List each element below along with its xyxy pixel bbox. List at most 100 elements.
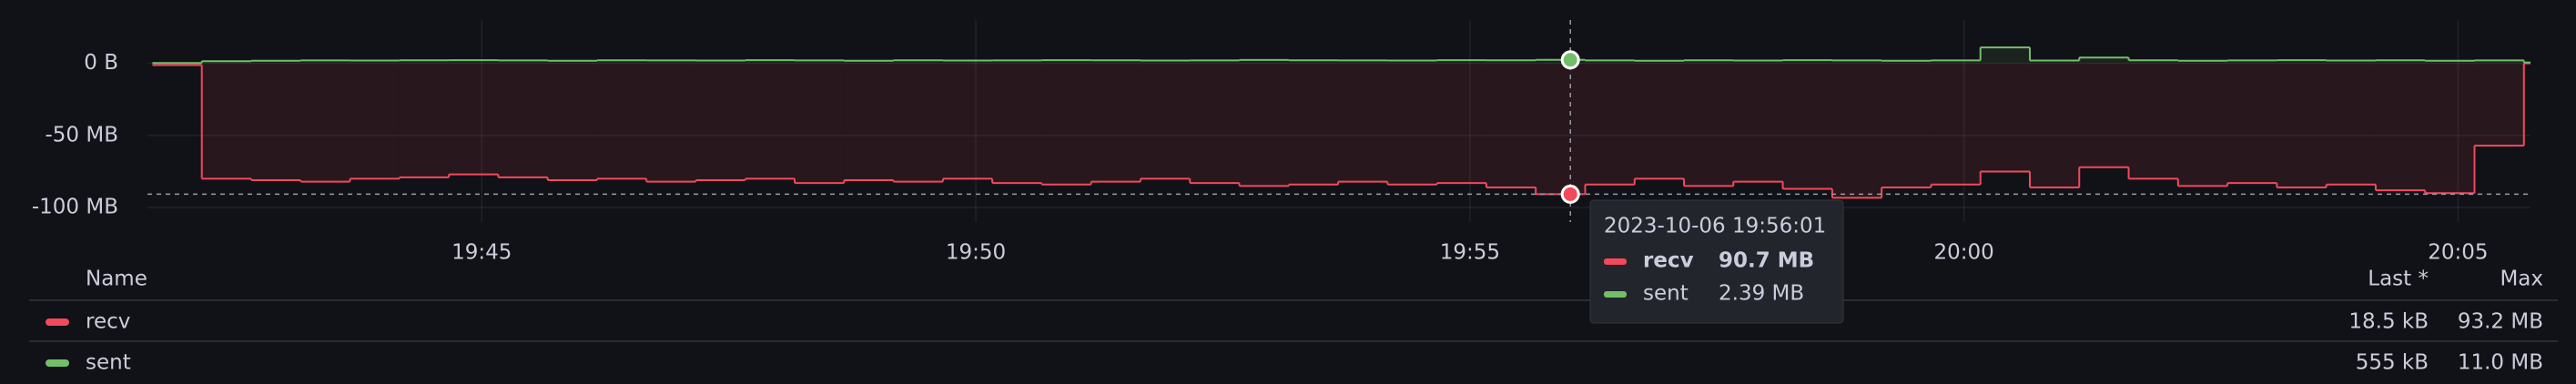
area-step: [942, 60, 993, 64]
area-step: [1881, 63, 1932, 187]
area-step: [1387, 60, 1437, 64]
hover-point: [1560, 184, 1580, 204]
legend-swatch: [46, 359, 69, 367]
area-step: [2128, 63, 2178, 179]
x-tick-label: 19:45: [451, 241, 512, 265]
area-step: [1436, 63, 1486, 184]
area-step: [2227, 63, 2277, 184]
area-step: [547, 63, 597, 181]
area-step: [2277, 60, 2327, 64]
area-step: [844, 60, 894, 64]
area-step: [1782, 63, 1832, 189]
area-step: [695, 60, 745, 64]
area-step: [1931, 63, 1981, 185]
area-step: [745, 63, 796, 179]
area-step: [1190, 63, 1240, 184]
area-step: [449, 63, 499, 175]
area-step: [1486, 60, 1536, 64]
x-tick-label: 20:00: [1933, 241, 1993, 265]
area-step: [992, 63, 1042, 184]
area-step: [2375, 60, 2426, 64]
tooltip-layer: 2023-10-06 19:56:01 recv 90.7 MB sent 2.39 M…: [147, 20, 2530, 324]
area-step: [646, 63, 696, 182]
area-step: [1190, 60, 1240, 64]
area-step: [1634, 63, 1685, 179]
legend: Name Last * Max recv 18.5 kB 93.2 MB sent 555 k…: [29, 268, 2558, 375]
area-step: [201, 63, 251, 179]
area-step: [2177, 63, 2228, 187]
x-tick-label: 19:50: [946, 241, 1006, 265]
legend-header: Name: [86, 268, 147, 291]
area-step: [2326, 60, 2376, 64]
area-step: [350, 60, 400, 64]
area-step: [449, 60, 499, 64]
area-step: [1140, 60, 1191, 64]
legend-max: 93.2 MB: [2458, 310, 2543, 334]
area-step: [399, 63, 450, 177]
area-step: [201, 61, 251, 64]
area-step: [2079, 57, 2129, 64]
area-step: [1831, 60, 1882, 64]
area-step: [1338, 60, 1388, 64]
area-step: [2227, 60, 2277, 64]
area-step: [1041, 60, 1091, 64]
legend-name: recv: [86, 310, 130, 334]
tooltip-value: 2.39 MB: [1719, 282, 1804, 306]
x-tick-label: 19:55: [1440, 241, 1500, 265]
area-step: [2177, 60, 2228, 64]
area-step: [596, 63, 647, 179]
area-step: [596, 60, 647, 64]
area-step: [2029, 60, 2080, 64]
tooltip-name: recv: [1643, 249, 1694, 273]
tooltip-name: sent: [1643, 282, 1689, 306]
area-step: [350, 63, 400, 179]
area-step: [1536, 59, 1586, 64]
area-step: [1288, 63, 1339, 185]
area-step: [498, 60, 548, 64]
grid: 0 B -50 MB -100 MB 19:45 19:50 19:55 20:00 20:0…: [32, 20, 2530, 265]
area-step: [1090, 63, 1141, 182]
area-step: [1733, 60, 1783, 64]
area-step: [1436, 60, 1486, 64]
area-step: [745, 60, 796, 64]
area-step: [2425, 60, 2475, 64]
legend-last: 555 kB: [2356, 351, 2429, 375]
area-step: [1338, 63, 1388, 182]
area-step: [1288, 60, 1339, 64]
area-step: [1585, 63, 1635, 185]
area-step: [646, 60, 696, 64]
tooltip-time: 2023-10-06 19:56:01: [1604, 215, 1826, 238]
area-step: [942, 63, 993, 179]
area-step: [1684, 63, 1734, 187]
tooltip-box: [1589, 199, 1844, 324]
area-step: [2128, 60, 2178, 64]
legend-header: Max: [2500, 268, 2543, 291]
area-step: [2277, 63, 2327, 187]
area-step: [1684, 60, 1734, 64]
area-step: [1980, 63, 2030, 172]
area-step: [2425, 63, 2475, 194]
area-step: [1733, 63, 1783, 182]
area-step: [1881, 60, 1932, 64]
area-step: [795, 63, 845, 184]
legend-header: Last *: [2368, 268, 2429, 291]
legend-swatch: [46, 318, 69, 326]
area-step: [2375, 63, 2426, 191]
hover-point: [1560, 50, 1580, 70]
area-step: [2079, 63, 2129, 167]
tooltip-value: 90.7 MB: [1719, 249, 1814, 273]
area-step: [695, 63, 745, 181]
area-step: [992, 60, 1042, 64]
area-step: [1585, 60, 1635, 64]
area-step: [1536, 63, 1586, 195]
area-step: [893, 63, 943, 182]
area-step: [2029, 63, 2080, 187]
area-step: [2474, 60, 2524, 64]
area-step: [1140, 63, 1191, 179]
area-step: [300, 63, 350, 182]
area-step: [1931, 60, 1981, 64]
area-step: [1782, 60, 1832, 64]
area-step: [1387, 63, 1437, 185]
